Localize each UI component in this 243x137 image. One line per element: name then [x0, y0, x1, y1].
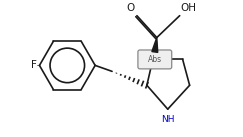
Text: F: F — [31, 60, 36, 70]
Polygon shape — [152, 38, 158, 52]
FancyBboxPatch shape — [138, 50, 172, 69]
Text: O: O — [127, 3, 135, 13]
Text: Abs: Abs — [148, 55, 162, 64]
Text: NH: NH — [161, 115, 174, 124]
Text: OH: OH — [181, 3, 197, 13]
